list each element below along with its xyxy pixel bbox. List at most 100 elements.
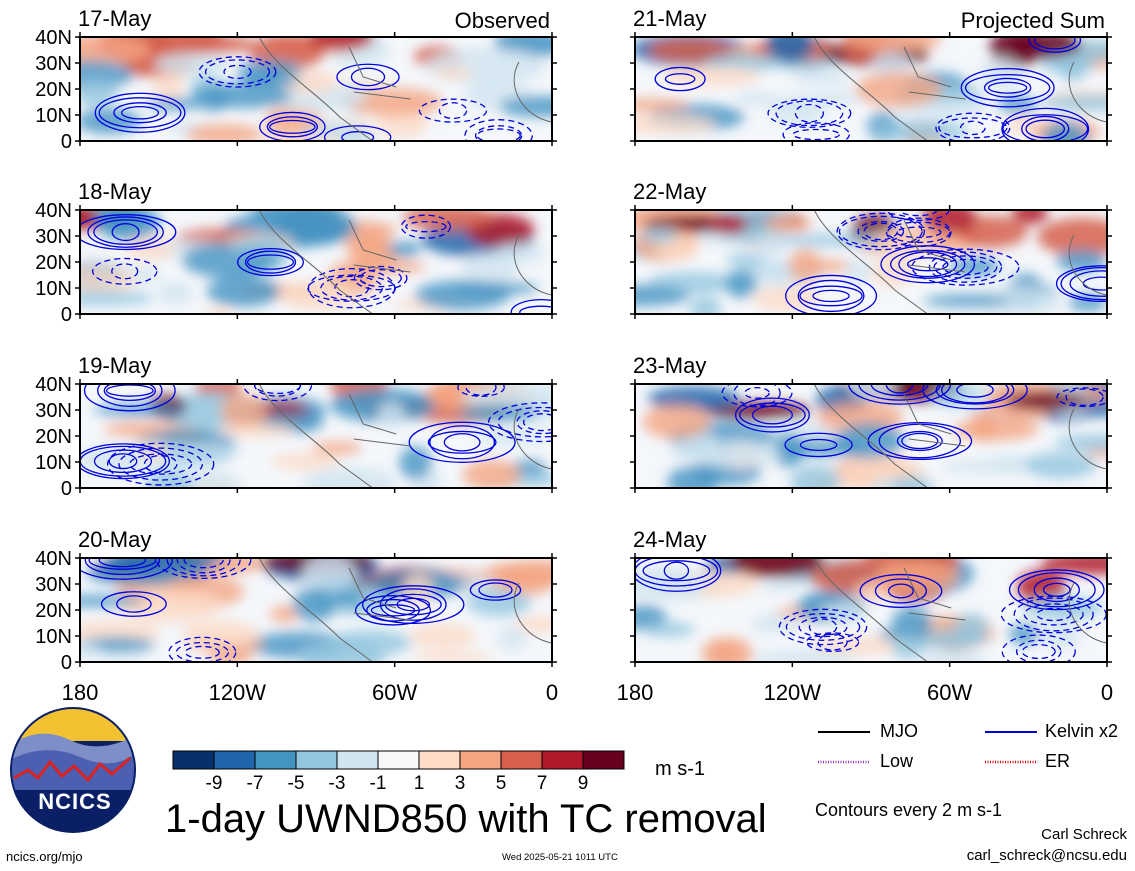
coastlines bbox=[813, 37, 1107, 141]
panel-date: 19-May bbox=[78, 353, 151, 378]
panel-date: 24-May bbox=[633, 527, 706, 552]
colorbar-swatch bbox=[295, 750, 338, 770]
y-tick-label: 10N bbox=[35, 105, 72, 127]
colorbar-tick-label: -1 bbox=[370, 773, 387, 794]
y-tick-label: 40N bbox=[35, 548, 72, 570]
y-tick-label: 20N bbox=[35, 252, 72, 274]
x-tick-label: 120W bbox=[764, 680, 822, 705]
x-tick-label: 120W bbox=[209, 680, 267, 705]
coastlines bbox=[813, 210, 1107, 314]
map-panel-24-may: 24-May 180 120W 60W 0 bbox=[617, 527, 1113, 705]
colorbar-swatch bbox=[582, 750, 625, 770]
map-panel-20-may: 40N 30N 20N 10N 0 20-May 180 120W 60W 0 bbox=[35, 527, 558, 705]
website-link[interactable]: ncics.org/mjo bbox=[6, 849, 83, 864]
colorbar: -9 -7 -5 -3 -1 1 3 5 7 9 bbox=[172, 750, 625, 794]
x-tick-label: 180 bbox=[62, 680, 99, 705]
colorbar-tick-label: 1 bbox=[414, 773, 425, 794]
wind-anomaly-field bbox=[80, 210, 546, 314]
colorbar-tick-label: -5 bbox=[288, 773, 305, 794]
author-email: carl_schreck@ncsu.edu bbox=[966, 847, 1127, 864]
kelvin-contours bbox=[80, 214, 552, 314]
colorbar-swatch bbox=[172, 750, 215, 770]
coastlines bbox=[258, 384, 552, 488]
ncics-logo bbox=[10, 707, 136, 833]
legend-label-er: ER bbox=[1045, 751, 1071, 771]
x-tick-label: 180 bbox=[617, 680, 654, 705]
kelvin-contours bbox=[94, 56, 533, 141]
author-name: Carl Schreck bbox=[1041, 826, 1127, 843]
legend-label-low: Low bbox=[880, 751, 914, 771]
y-tick-label: 10N bbox=[35, 452, 72, 474]
colorbar-swatch bbox=[336, 750, 379, 770]
panel-date: 22-May bbox=[633, 179, 706, 204]
coastlines bbox=[813, 384, 1107, 488]
x-tick-label: 0 bbox=[1101, 680, 1113, 705]
coastlines bbox=[813, 558, 1107, 662]
y-tick-label: 40N bbox=[35, 374, 72, 396]
y-tick-label: 0 bbox=[61, 304, 72, 326]
y-tick-label: 20N bbox=[35, 600, 72, 622]
figure-title: 1-day UWND850 with TC removal bbox=[165, 797, 767, 841]
y-tick-label: 40N bbox=[35, 27, 72, 49]
legend-label-kelvin: Kelvin x2 bbox=[1045, 721, 1119, 741]
colorbar-tick-label: -9 bbox=[206, 773, 223, 794]
y-tick-label: 10N bbox=[35, 278, 72, 300]
panel-date: 17-May bbox=[78, 6, 151, 31]
y-tick-label: 30N bbox=[35, 400, 72, 422]
map-panel-22-may: 22-May bbox=[630, 179, 1112, 319]
wind-anomaly-field bbox=[80, 558, 552, 662]
contour-legend bbox=[818, 731, 1037, 764]
kelvin-contours bbox=[654, 37, 1090, 141]
x-tick-label: 60W bbox=[927, 680, 972, 705]
colorbar-swatch bbox=[213, 750, 256, 770]
y-tick-label: 0 bbox=[61, 478, 72, 500]
panel-date: 23-May bbox=[633, 353, 706, 378]
x-tick-label: 0 bbox=[546, 680, 558, 705]
map-panel-17-may: 40N 30N 20N 10N 0 17-May Observed bbox=[35, 6, 557, 153]
kelvin-contours bbox=[80, 384, 552, 486]
wind-anomaly-field bbox=[642, 384, 1107, 488]
column-heading: Projected Sum bbox=[961, 8, 1105, 33]
y-tick-label: 0 bbox=[61, 652, 72, 674]
colorbar-swatch bbox=[418, 750, 461, 770]
logo-text: NCICS bbox=[38, 789, 112, 814]
legend-label-mjo: MJO bbox=[880, 721, 918, 741]
y-tick-label: 30N bbox=[35, 226, 72, 248]
timestamp: Wed 2025-05-21 1011 UTC bbox=[502, 852, 618, 863]
map-panel-23-may: 23-May bbox=[630, 353, 1112, 493]
y-tick-label: 10N bbox=[35, 626, 72, 648]
colorbar-tick-label: 9 bbox=[578, 773, 589, 794]
contour-note: Contours every 2 m s-1 bbox=[815, 800, 1003, 820]
colorbar-swatch bbox=[500, 750, 543, 770]
map-panel-19-may: 40N 30N 20N 10N 0 19-May bbox=[35, 353, 557, 500]
map-panel-18-may: 40N 30N 20N 10N 0 18-May bbox=[35, 179, 557, 326]
x-tick-label: 60W bbox=[372, 680, 417, 705]
colorbar-swatch bbox=[377, 750, 420, 770]
colorbar-swatch bbox=[459, 750, 502, 770]
column-heading: Observed bbox=[455, 8, 550, 33]
y-tick-label: 20N bbox=[35, 79, 72, 101]
coastlines bbox=[258, 558, 552, 662]
panel-date: 21-May bbox=[633, 6, 706, 31]
colorbar-tick-label: -7 bbox=[247, 773, 264, 794]
colorbar-tick-label: -3 bbox=[329, 773, 346, 794]
kelvin-contours bbox=[785, 210, 1107, 314]
y-tick-label: 0 bbox=[61, 131, 72, 153]
colorbar-tick-label: 5 bbox=[496, 773, 507, 794]
colorbar-tick-label: 7 bbox=[537, 773, 548, 794]
y-tick-label: 40N bbox=[35, 200, 72, 222]
panel-date: 20-May bbox=[78, 527, 151, 552]
map-panel-21-may: 21-May Projected Sum bbox=[630, 6, 1112, 146]
coastlines bbox=[258, 210, 552, 314]
colorbar-tick-label: 3 bbox=[455, 773, 466, 794]
y-tick-label: 30N bbox=[35, 574, 72, 596]
kelvin-contours bbox=[80, 558, 522, 662]
colorbar-swatch bbox=[541, 750, 584, 770]
colorbar-units: m s-1 bbox=[655, 758, 705, 780]
y-tick-label: 30N bbox=[35, 53, 72, 75]
colorbar-swatch bbox=[254, 750, 297, 770]
panel-date: 18-May bbox=[78, 179, 151, 204]
y-tick-label: 20N bbox=[35, 426, 72, 448]
coastlines bbox=[258, 37, 552, 141]
